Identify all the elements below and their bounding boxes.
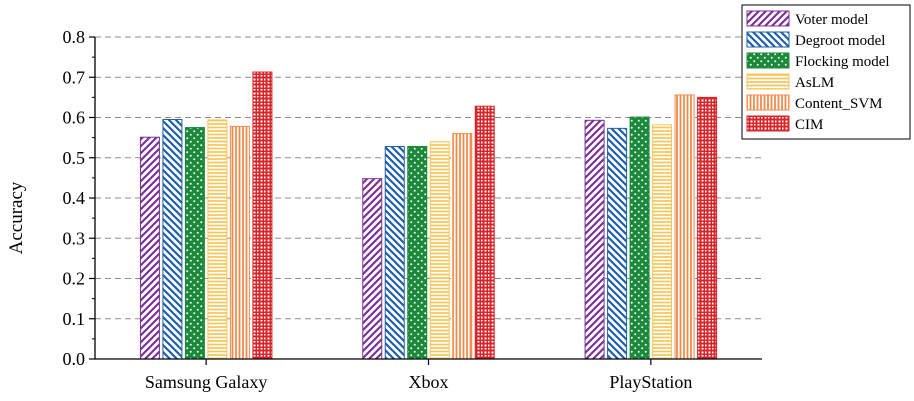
legend-label: Voter model <box>795 12 868 28</box>
y-tick-label: 0.2 <box>63 269 86 289</box>
legend: Voter model Degroot model Flocking model As… <box>742 5 910 139</box>
bar-content-svm-xbox <box>453 134 472 359</box>
y-axis-title: Accuracy <box>6 181 27 254</box>
bar-voter-model-playstation <box>585 120 604 359</box>
bar-aslm-playstation <box>653 125 672 359</box>
bar-cim-xbox <box>475 106 494 359</box>
bar-voter-model-xbox <box>363 179 382 359</box>
legend-swatch <box>747 74 789 89</box>
legend-label: Flocking model <box>795 54 890 70</box>
x-tick-label: Samsung Galaxy <box>145 372 267 392</box>
x-tick-label: PlayStation <box>609 372 692 392</box>
y-tick-label: 0.7 <box>63 67 86 87</box>
legend-swatch <box>747 11 789 26</box>
bar-aslm-xbox <box>430 142 449 359</box>
y-tick-label: 0.0 <box>63 349 86 369</box>
legend-label: Content_SVM <box>795 96 883 112</box>
bar-voter-model-samsung-galaxy <box>140 137 159 359</box>
bar-flocking-model-xbox <box>408 146 427 359</box>
legend-label: CIM <box>795 117 823 133</box>
bar-content-svm-samsung-galaxy <box>230 126 249 359</box>
legend-label: AsLM <box>795 75 834 91</box>
bar-degroot-model-playstation <box>608 128 627 359</box>
y-tick-label: 0.5 <box>63 148 86 168</box>
x-tick-label: Xbox <box>409 372 449 392</box>
bars <box>140 72 716 359</box>
legend-swatch <box>747 116 789 131</box>
legend-swatch <box>747 53 789 68</box>
bar-content-svm-playstation <box>675 95 694 359</box>
y-tick-label: 0.8 <box>63 27 86 47</box>
legend-label: Degroot model <box>795 33 885 49</box>
bar-flocking-model-samsung-galaxy <box>185 128 204 359</box>
bar-cim-playstation <box>698 97 717 359</box>
y-tick-label: 0.1 <box>63 309 86 329</box>
bar-degroot-model-samsung-galaxy <box>163 120 182 359</box>
legend-swatch <box>747 95 789 110</box>
bar-cim-samsung-galaxy <box>253 72 272 359</box>
y-tick-label: 0.3 <box>63 228 86 248</box>
bar-aslm-samsung-galaxy <box>208 120 227 359</box>
bar-flocking-model-playstation <box>630 117 649 359</box>
bar-degroot-model-xbox <box>385 146 404 359</box>
legend-swatch <box>747 32 789 47</box>
y-tick-label: 0.4 <box>63 188 86 208</box>
y-tick-label: 0.6 <box>63 108 86 128</box>
